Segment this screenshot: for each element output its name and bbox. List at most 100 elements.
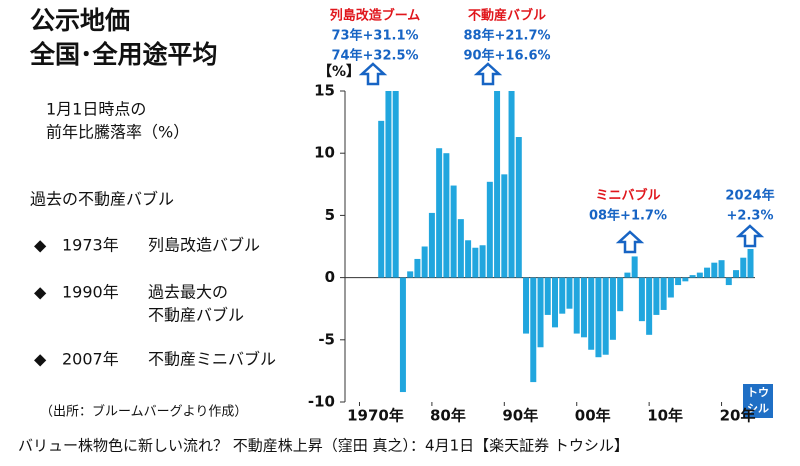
logo-text: シル — [747, 402, 769, 415]
bar — [421, 246, 428, 278]
source: （出所：ブルームバーグより作成） — [40, 404, 247, 420]
bar — [486, 181, 493, 278]
bar — [508, 91, 515, 278]
bullet: ◆ — [34, 236, 47, 255]
bar — [392, 91, 399, 278]
arrow — [735, 224, 765, 248]
logo — [743, 384, 773, 418]
y-tick-label: 10 — [314, 144, 335, 162]
footer: バリュー株物色に新しい流れ？ 不動産株上昇（窪田 真之）：4月1日【楽天証券 ト… — [18, 437, 629, 455]
y-tick-label: 15 — [314, 82, 335, 100]
annotation-title: ミニバブル — [595, 188, 660, 204]
chart-title: 公示地価 — [30, 6, 130, 35]
bar — [667, 277, 674, 298]
bar — [573, 277, 580, 334]
bubble-year: 2007年 — [62, 350, 119, 369]
x-tick-label: 10年 — [647, 407, 683, 425]
bar — [660, 277, 667, 310]
bar — [537, 277, 544, 348]
bar — [631, 256, 638, 278]
bar — [414, 258, 421, 278]
annotation-text: 08年+1.7% — [589, 208, 667, 224]
annotation-text: 88年+21.7% — [463, 28, 550, 44]
bubble-year: 1990年 — [62, 283, 119, 302]
bar — [704, 267, 711, 278]
bubble-text: 過去最大の — [148, 283, 228, 302]
bar — [725, 277, 732, 286]
bar — [436, 148, 443, 278]
y-tick-label: 5 — [325, 206, 335, 224]
bar — [523, 277, 530, 334]
annotation-text: +2.3% — [727, 209, 774, 224]
x-tick-label: 00年 — [575, 407, 611, 425]
y-tick-label: -5 — [318, 330, 335, 348]
bar — [653, 277, 660, 315]
bars — [378, 91, 754, 393]
annotation-text: 2024年 — [725, 188, 774, 204]
x-tick-label: 1970年 — [347, 407, 404, 425]
bar — [617, 277, 624, 312]
bubble-year: 1973年 — [62, 236, 119, 255]
bar — [696, 272, 703, 278]
bar — [465, 240, 472, 278]
x-tick-label: 20年 — [720, 407, 756, 425]
bar — [552, 277, 558, 328]
bar — [602, 277, 609, 355]
annotation-title: 列島改造ブーム — [330, 8, 421, 24]
bar — [711, 262, 718, 278]
bullet: ◆ — [34, 350, 47, 369]
bar — [689, 275, 696, 278]
bar — [559, 277, 566, 314]
bar — [747, 248, 754, 278]
bar — [740, 257, 747, 278]
bubbles-heading: 過去の不動産バブル — [30, 190, 174, 209]
chart-subtitle: 全国･全用途平均 — [29, 40, 218, 69]
bar — [580, 277, 587, 338]
bar — [479, 245, 486, 278]
bar — [457, 219, 464, 278]
bar — [472, 247, 479, 278]
bullet: ◆ — [34, 283, 47, 302]
bubble-text: 不動産ミニバブル — [148, 350, 276, 369]
bar — [385, 91, 392, 278]
bar — [733, 270, 740, 278]
arrow — [473, 62, 503, 86]
bar — [443, 153, 450, 278]
annotation-title: 不動産バブル — [468, 8, 546, 24]
bar — [588, 277, 595, 350]
x-tick-label: 80年 — [430, 407, 466, 425]
x-tick-label: 90年 — [502, 407, 538, 425]
bar — [544, 277, 551, 315]
arrow — [358, 62, 388, 86]
bar — [624, 272, 631, 278]
bubble-text: 不動産バブル — [148, 306, 244, 325]
bar — [378, 120, 385, 278]
annotation-text: 74年+32.5% — [331, 48, 418, 64]
bar — [428, 212, 435, 278]
bar — [501, 174, 508, 278]
note: 1月1日時点の — [46, 100, 146, 119]
bar — [566, 277, 573, 309]
bar — [609, 277, 616, 340]
bubble-text: 列島改造バブル — [148, 236, 260, 255]
logo-text: トウ — [747, 386, 769, 399]
bar — [675, 277, 682, 286]
bar — [399, 277, 406, 393]
annotation-text: 90年+16.6% — [463, 48, 550, 64]
bar — [646, 277, 653, 335]
bar — [718, 260, 725, 278]
bar — [682, 277, 689, 282]
annotation-text: 73年+31.1% — [331, 28, 418, 44]
arrow — [615, 230, 645, 254]
bar — [494, 91, 501, 278]
y-tick-label: -10 — [308, 393, 335, 411]
bar — [407, 271, 414, 278]
y-tick-label: 0 — [325, 268, 335, 286]
note: 前年比騰落率（%） — [46, 123, 189, 142]
bar — [530, 277, 537, 383]
bar — [450, 185, 457, 278]
bar — [638, 277, 645, 322]
bar — [595, 277, 602, 358]
bar — [515, 137, 522, 278]
